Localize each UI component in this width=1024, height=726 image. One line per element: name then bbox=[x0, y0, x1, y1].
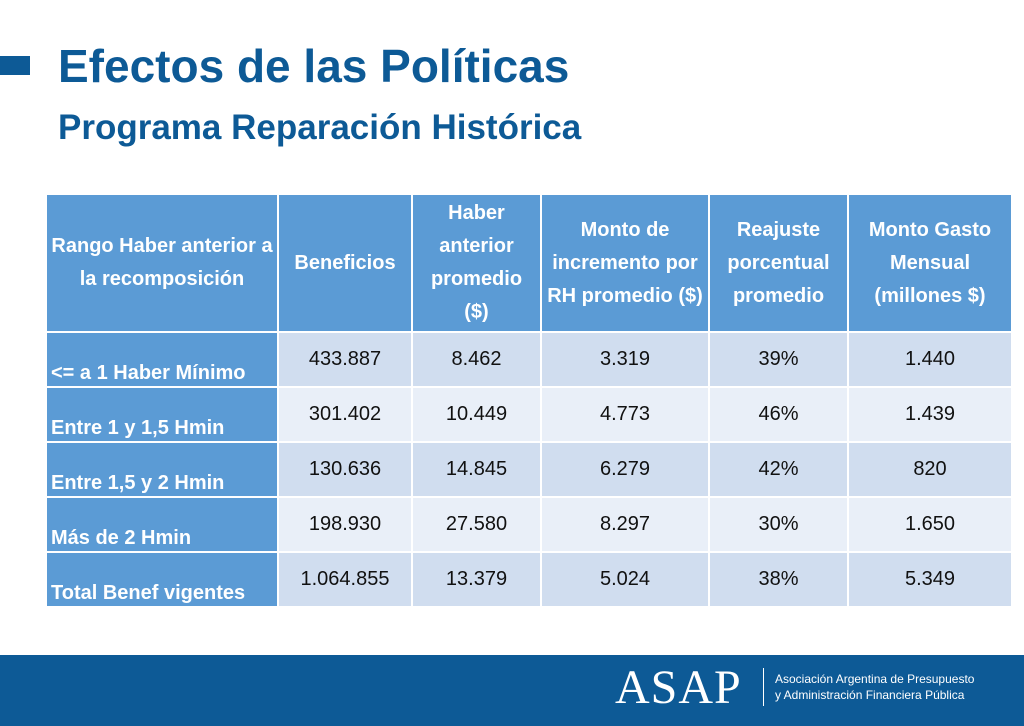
table-row: Más de 2 Hmin 198.930 27.580 8.297 30% 1… bbox=[47, 498, 1011, 551]
table-cell: 39% bbox=[710, 333, 847, 386]
data-table: Rango Haber anterior a la recomposición … bbox=[45, 193, 1013, 608]
table-cell: 433.887 bbox=[279, 333, 411, 386]
table-cell: 5.349 bbox=[849, 553, 1011, 606]
table-cell: 42% bbox=[710, 443, 847, 496]
org-name-line1: Asociación Argentina de Presupuesto bbox=[775, 672, 975, 686]
table-cell: 1.440 bbox=[849, 333, 1011, 386]
table-row: Entre 1,5 y 2 Hmin 130.636 14.845 6.279 … bbox=[47, 443, 1011, 496]
row-label: Entre 1 y 1,5 Hmin bbox=[47, 388, 277, 441]
table-cell: 301.402 bbox=[279, 388, 411, 441]
table-cell: 1.064.855 bbox=[279, 553, 411, 606]
table-row-total: Total Benef vigentes 1.064.855 13.379 5.… bbox=[47, 553, 1011, 606]
table-cell: 10.449 bbox=[413, 388, 540, 441]
page-title: Efectos de las Políticas bbox=[58, 40, 570, 92]
table-cell: 1.439 bbox=[849, 388, 1011, 441]
logo-divider bbox=[763, 668, 764, 706]
table-cell: 130.636 bbox=[279, 443, 411, 496]
accent-bar bbox=[0, 56, 30, 75]
table-cell: 820 bbox=[849, 443, 1011, 496]
table-cell: 38% bbox=[710, 553, 847, 606]
column-header-benefits: Beneficios bbox=[279, 195, 411, 331]
table-cell: 8.297 bbox=[542, 498, 708, 551]
asap-logo: ASAP bbox=[615, 661, 742, 714]
column-header-increment: Monto de incremento por RH promedio ($) bbox=[542, 195, 708, 331]
footer-bar bbox=[0, 655, 1024, 726]
column-header-range: Rango Haber anterior a la recomposición bbox=[47, 195, 277, 331]
table-cell: 8.462 bbox=[413, 333, 540, 386]
table-cell: 14.845 bbox=[413, 443, 540, 496]
table-cell: 4.773 bbox=[542, 388, 708, 441]
org-name-line2: y Administración Financiera Pública bbox=[775, 688, 965, 702]
table-row: Entre 1 y 1,5 Hmin 301.402 10.449 4.773 … bbox=[47, 388, 1011, 441]
table-header-row: Rango Haber anterior a la recomposición … bbox=[47, 195, 1011, 331]
table-cell: 5.024 bbox=[542, 553, 708, 606]
table-cell: 27.580 bbox=[413, 498, 540, 551]
table-cell: 3.319 bbox=[542, 333, 708, 386]
column-header-monthly-expense: Monto Gasto Mensual (millones $) bbox=[849, 195, 1011, 331]
page-subtitle: Programa Reparación Histórica bbox=[58, 108, 582, 147]
row-label: Entre 1,5 y 2 Hmin bbox=[47, 443, 277, 496]
row-label: Total Benef vigentes bbox=[47, 553, 277, 606]
table-cell: 198.930 bbox=[279, 498, 411, 551]
column-header-previous-average: Haber anterior promedio ($) bbox=[413, 195, 540, 331]
table-row: <= a 1 Haber Mínimo 433.887 8.462 3.319 … bbox=[47, 333, 1011, 386]
row-label: Más de 2 Hmin bbox=[47, 498, 277, 551]
table-cell: 46% bbox=[710, 388, 847, 441]
column-header-percent-adjustment: Reajuste porcentual promedio bbox=[710, 195, 847, 331]
table-cell: 1.650 bbox=[849, 498, 1011, 551]
row-label: <= a 1 Haber Mínimo bbox=[47, 333, 277, 386]
table-cell: 6.279 bbox=[542, 443, 708, 496]
table-cell: 13.379 bbox=[413, 553, 540, 606]
table-cell: 30% bbox=[710, 498, 847, 551]
